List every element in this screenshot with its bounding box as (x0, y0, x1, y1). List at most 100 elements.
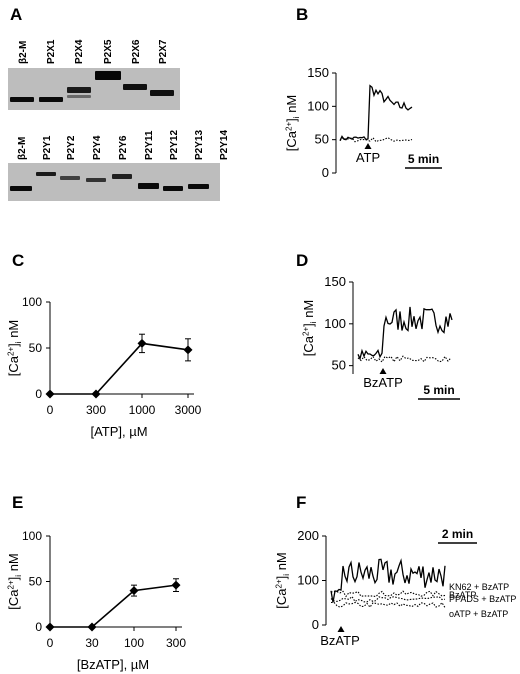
x-axis-label: [ATP], µM (90, 424, 147, 439)
series-line (50, 584, 177, 628)
band (10, 97, 34, 102)
x-tick-label: 300 (86, 403, 106, 417)
gel-top-background (8, 68, 180, 110)
scale-bar-label: 5 min (408, 152, 439, 166)
band (123, 84, 147, 90)
stimulus-label: BzATP (363, 375, 403, 390)
lane-label: P2Y11 (144, 130, 155, 160)
lane-label: P2X1 (46, 39, 57, 64)
data-point (171, 580, 181, 590)
y-tick-label: 150 (307, 65, 329, 80)
y-tick-label: 100 (22, 295, 42, 309)
x-axis-label: [BzATP], µM (77, 657, 149, 672)
band (138, 183, 159, 189)
lane-label: P2X5 (103, 39, 114, 64)
y-tick-label: 100 (297, 573, 319, 588)
series-label: KN62 + BzATP (449, 582, 509, 592)
band (67, 87, 91, 93)
y-axis-label: [Ca2+]i nM (274, 552, 291, 609)
trace-bzatp (330, 558, 446, 603)
lane-label: P2Y14 (219, 130, 230, 160)
band (67, 95, 91, 98)
trace-series-2 (339, 136, 413, 143)
lane-label: P2Y12 (169, 130, 180, 160)
y-tick-label: 200 (297, 528, 319, 543)
stimulus-label: ATP (356, 150, 380, 165)
band (163, 186, 183, 191)
series-label: BzATP (449, 590, 476, 600)
band (95, 71, 121, 80)
y-axis-label: [Ca2+]i nM (284, 95, 301, 152)
chart-b: 0 50 100 150 ATP 5 min [Ca2+]i nM (284, 65, 442, 180)
x-tick-label: 0 (47, 403, 54, 417)
x-tick-label: 0 (47, 636, 54, 650)
x-tick-label: 100 (124, 636, 144, 650)
lane-label: β2-M (17, 137, 28, 160)
y-tick-label: 50 (29, 341, 43, 355)
lane-label: P2X4 (74, 39, 85, 64)
panel-label-f: F (296, 493, 306, 512)
gel-bottom-lane-labels: β2-M P2Y1 P2Y2 P2Y4 P2Y6 P2Y11 P2Y12 P2Y… (17, 130, 230, 160)
data-point (137, 338, 147, 348)
y-tick-label: 0 (35, 387, 42, 401)
y-tick-label: 50 (332, 358, 346, 373)
trace-oatp-bzatp (330, 601, 446, 609)
data-point (183, 345, 193, 355)
band (188, 184, 209, 189)
y-tick-label: 0 (312, 617, 319, 632)
lane-label: P2Y6 (118, 135, 129, 160)
panel-label-c: C (12, 251, 24, 270)
trace-kn62-bzatp (330, 590, 446, 598)
lane-label: P2Y1 (42, 135, 53, 160)
scale-bar-label: 2 min (442, 527, 473, 541)
trace-series-1 (357, 306, 453, 361)
y-axis-label: [Ca2+]i nM (6, 553, 23, 610)
stimulus-arrow (379, 368, 387, 374)
lane-label: P2X7 (158, 39, 169, 64)
panel-label-b: B (296, 5, 308, 24)
y-tick-label: 0 (322, 165, 329, 180)
panel-label-a: A (10, 5, 22, 24)
x-tick-label: 30 (85, 636, 99, 650)
data-point (87, 622, 97, 632)
y-tick-label: 50 (29, 575, 43, 589)
scale-bar-label: 5 min (423, 383, 454, 397)
band (112, 174, 132, 179)
panel-label-d: D (296, 251, 308, 270)
x-tick-label: 300 (166, 636, 186, 650)
stimulus-arrow (364, 143, 372, 149)
x-tick-label: 1000 (129, 403, 156, 417)
gel-bottom (8, 163, 220, 201)
band (39, 97, 63, 102)
lane-label: P2X6 (131, 39, 142, 64)
gel-top (8, 68, 180, 110)
lane-label: P2Y4 (92, 135, 103, 160)
x-tick-label: 3000 (175, 403, 202, 417)
series-label: oATP + BzATP (449, 609, 508, 619)
band (150, 90, 174, 96)
series-label: PPADS + BzATP (449, 594, 516, 604)
data-point (45, 622, 55, 632)
series-line (50, 342, 189, 395)
y-tick-label: 0 (35, 620, 42, 634)
gel-top-lane-labels: β2-M P2X1 P2X4 P2X5 P2X6 P2X7 (18, 39, 169, 64)
gel-bottom-background (8, 163, 220, 201)
data-point (91, 389, 101, 399)
trace-series-2 (357, 355, 452, 363)
data-point (129, 586, 139, 596)
y-tick-label: 100 (22, 529, 42, 543)
band (36, 172, 56, 176)
lane-label: P2Y13 (194, 130, 205, 160)
y-tick-label: 100 (324, 316, 346, 331)
data-point (45, 389, 55, 399)
trace-series-1 (339, 84, 413, 141)
y-axis-label: [Ca2+]i nM (6, 320, 23, 377)
lane-label: P2Y2 (66, 135, 77, 160)
y-tick-label: 100 (307, 98, 329, 113)
y-tick-label: 150 (324, 274, 346, 289)
band (10, 186, 32, 191)
